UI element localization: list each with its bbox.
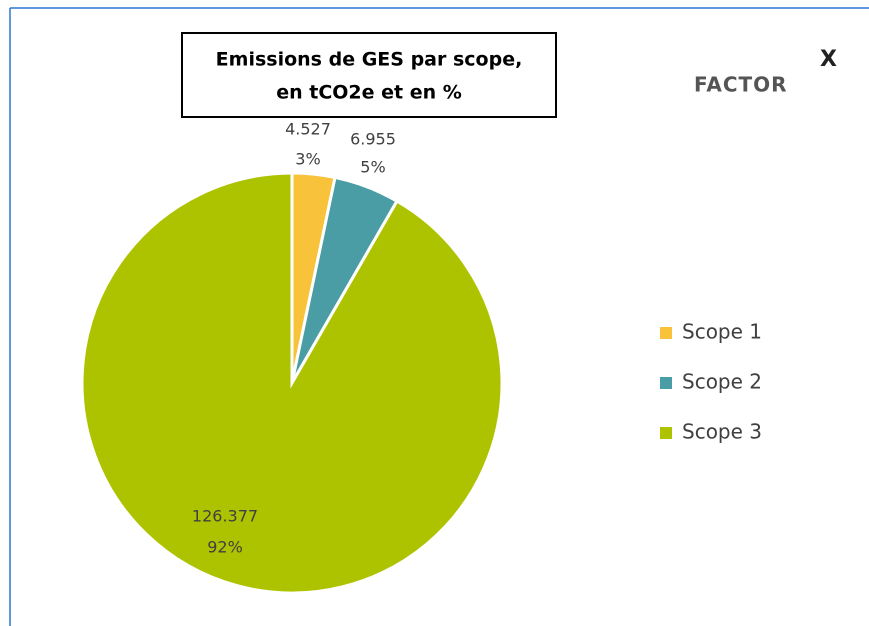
- legend-label: Scope 2: [682, 370, 762, 394]
- value-label: 4.527: [285, 120, 331, 139]
- logo-mark: X: [820, 47, 837, 72]
- legend-swatch: [660, 327, 672, 339]
- title-box: [181, 32, 557, 118]
- legend-label: Scope 3: [682, 420, 762, 444]
- percent-label: 92%: [207, 538, 243, 557]
- value-label: 6.955: [350, 130, 396, 149]
- logo: FACTOR: [694, 73, 788, 97]
- chart-title: en tCO2e et en %: [276, 82, 462, 104]
- percent-label: 3%: [295, 150, 320, 169]
- percent-label: 5%: [360, 158, 385, 177]
- pie-slice: [80, 171, 504, 595]
- value-label: 126.377: [192, 507, 258, 526]
- legend-swatch: [660, 377, 672, 389]
- legend-label: Scope 1: [682, 320, 762, 344]
- legend-swatch: [660, 427, 672, 439]
- chart-title: Emissions de GES par scope,: [216, 49, 523, 71]
